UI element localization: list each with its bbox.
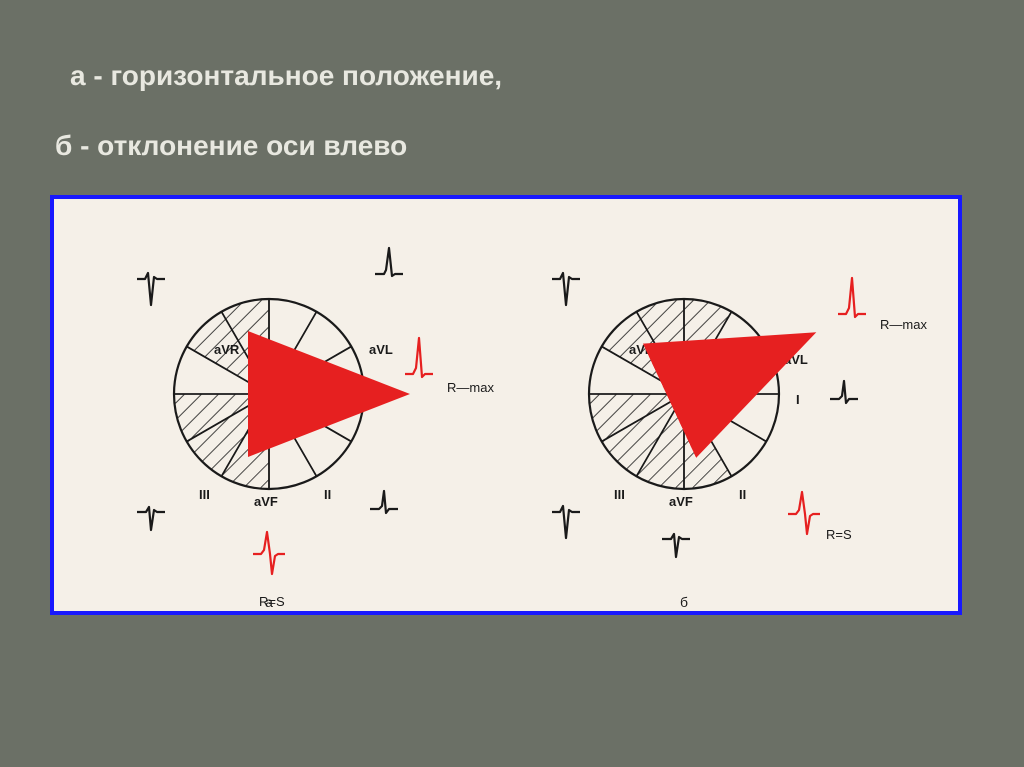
lead-label-aVR: aVR xyxy=(629,342,655,357)
lead-label-II: II xyxy=(324,487,331,502)
panel-a: aVRaVLIIIaVFIIIR—maxR=Sа xyxy=(137,248,494,610)
qrs-I xyxy=(830,381,858,403)
lead-label-aVF: aVF xyxy=(254,494,278,509)
qrs-II xyxy=(370,491,398,513)
qrs-waveform-icon xyxy=(838,278,866,317)
wave-annotation: R=S xyxy=(826,527,852,542)
wave-annotation: R—max xyxy=(447,380,494,395)
qrs-waveform-icon xyxy=(375,248,403,276)
lead-label-I: I xyxy=(379,387,383,402)
qrs-waveform-icon xyxy=(137,273,165,305)
qrs-II: R=S xyxy=(788,492,852,542)
qrs-waveform-icon xyxy=(405,338,433,377)
qrs-aVR xyxy=(552,273,580,305)
lead-label-II: II xyxy=(739,487,746,502)
heading-line-2: б - отклонение оси влево xyxy=(55,130,407,162)
panel-caption: б xyxy=(680,594,688,610)
lead-label-aVR: aVR xyxy=(214,342,240,357)
qrs-I: R—max xyxy=(405,338,494,395)
lead-label-I: I xyxy=(796,392,800,407)
wave-annotation: R—max xyxy=(880,317,927,332)
lead-label-aVF: aVF xyxy=(669,494,693,509)
qrs-waveform-icon xyxy=(253,532,285,574)
qrs-waveform-icon xyxy=(552,273,580,305)
qrs-aVR xyxy=(137,273,165,305)
qrs-waveform-icon xyxy=(370,491,398,513)
qrs-III xyxy=(552,506,580,538)
qrs-aVL: R—max xyxy=(838,278,927,332)
qrs-waveform-icon xyxy=(552,506,580,538)
panel-b: aVRaVLIIIaVFIIIR—maxR=Sб xyxy=(552,273,927,610)
diagram-frame: aVRaVLIIIaVFIIIR—maxR=SаaVRaVLIIIaVFIIIR… xyxy=(50,195,962,615)
axis-diagrams-svg: aVRaVLIIIaVFIIIR—maxR=SаaVRaVLIIIaVFIIIR… xyxy=(54,199,958,611)
lead-label-aVL: aVL xyxy=(784,352,808,367)
qrs-waveform-icon xyxy=(788,492,820,534)
lead-label-III: III xyxy=(614,487,625,502)
lead-label-aVL: aVL xyxy=(369,342,393,357)
qrs-III xyxy=(137,507,165,530)
panel-caption: а xyxy=(265,594,273,610)
lead-label-III: III xyxy=(199,487,210,502)
qrs-aVL xyxy=(375,248,403,276)
qrs-waveform-icon xyxy=(662,534,690,557)
qrs-waveform-icon xyxy=(830,381,858,403)
heading-line-1: а - горизонтальное положение, xyxy=(70,60,502,92)
qrs-aVF xyxy=(662,534,690,557)
qrs-waveform-icon xyxy=(137,507,165,530)
